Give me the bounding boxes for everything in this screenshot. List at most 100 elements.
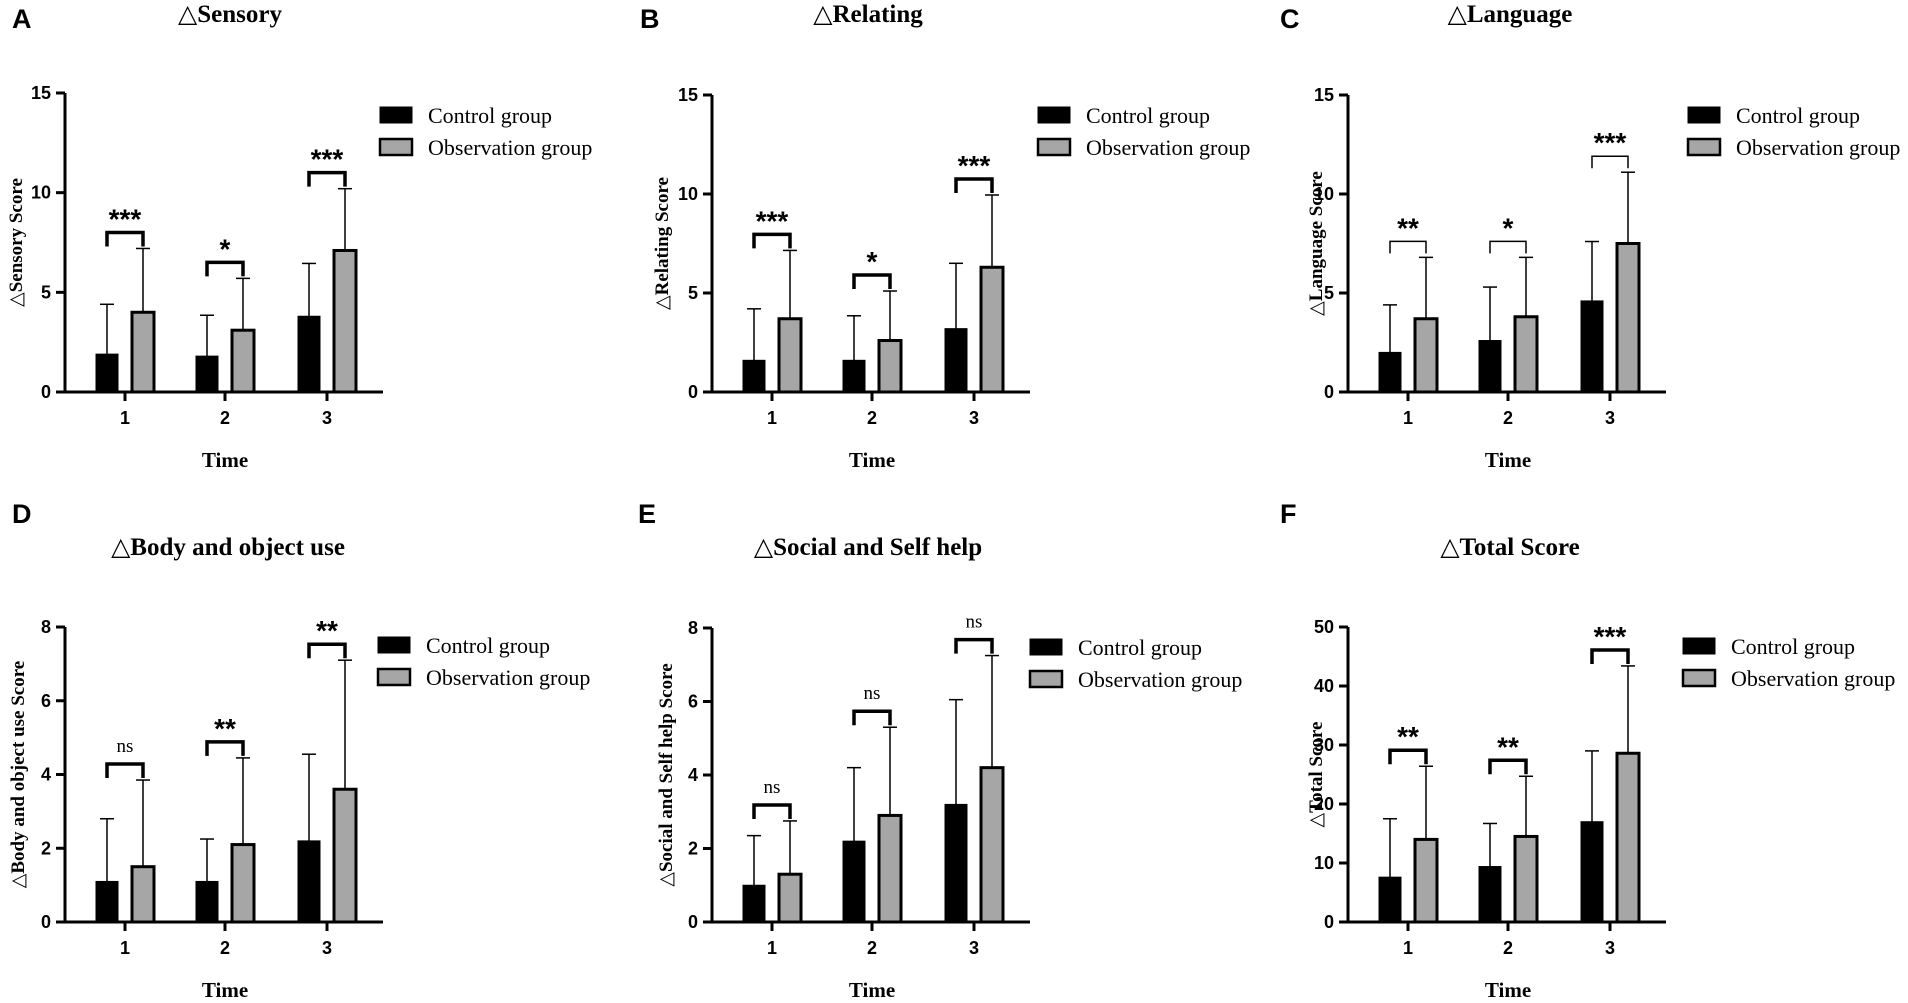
- y-tick-label: 10: [678, 184, 698, 204]
- y-tick-label: 40: [1314, 676, 1334, 696]
- significance-bracket: [105, 230, 145, 247]
- legend-label-observation: Observation group: [428, 135, 592, 160]
- y-tick-label: 0: [41, 912, 51, 932]
- x-axis-label: Time: [202, 978, 248, 1002]
- significance-label: *: [220, 233, 231, 264]
- significance-label: *: [1503, 212, 1514, 243]
- y-axis-label: △Social and Self help Score: [656, 663, 677, 886]
- control-bar-2: [1478, 340, 1502, 393]
- chart-panel-b: B △Relating 0 5 10 15 Time △Relating Score 1 *** 2…: [640, 1, 1250, 472]
- observation-bar-2: [877, 339, 903, 394]
- significance-label: ***: [109, 203, 142, 234]
- chart-title: △Relating: [813, 1, 923, 28]
- significance-bracket: [954, 177, 994, 193]
- significance-bracket: [307, 642, 347, 659]
- y-tick-label: 0: [688, 382, 698, 402]
- legend-label-control: Control group: [1736, 103, 1860, 128]
- legend-label-observation: Observation group: [1086, 135, 1250, 160]
- y-axis-label: △Relating Score: [652, 177, 673, 310]
- significance-label: ***: [1594, 127, 1627, 158]
- x-tick-label: 3: [1605, 408, 1615, 428]
- control-bar-2: [842, 359, 866, 393]
- significance-label: **: [1497, 731, 1519, 762]
- chart-panel-a: A △Sensory 0 5 10 15 Time △Sensory Score 1 *** 2 * 3…: [6, 1, 592, 472]
- y-axis-label: △Body and object use Score: [8, 661, 29, 889]
- y-tick-label: 6: [41, 691, 51, 711]
- legend-label-control: Control group: [428, 103, 552, 128]
- x-axis-label: Time: [1485, 448, 1531, 472]
- significance-label: ***: [311, 144, 344, 175]
- legend-swatch-observation: [378, 137, 414, 157]
- control-bar-3: [297, 315, 321, 393]
- significance-label: ns: [764, 777, 781, 798]
- y-axis-label: △Language Score: [1306, 171, 1327, 316]
- significance-label: **: [1397, 212, 1419, 243]
- legend-label-control: Control group: [1086, 103, 1210, 128]
- panel-letter: C: [1280, 4, 1300, 34]
- x-tick-label: 3: [322, 938, 332, 958]
- y-axis-label: △Sensory Score: [6, 178, 27, 307]
- significance-label: ns: [966, 612, 983, 633]
- significance-bracket: [307, 170, 347, 187]
- panel-letter: F: [1280, 499, 1297, 529]
- observation-bar-3: [1615, 242, 1641, 394]
- x-tick-label: 1: [767, 408, 777, 428]
- control-bar-1: [742, 884, 766, 923]
- observation-bar-1: [130, 865, 156, 924]
- x-axis-label: Time: [849, 978, 895, 1002]
- x-tick-label: 2: [867, 938, 877, 958]
- x-axis-label: Time: [1485, 978, 1531, 1002]
- control-bar-1: [742, 359, 766, 393]
- legend-label-observation: Observation group: [1736, 135, 1900, 160]
- y-axis-label: △Total Score: [1306, 722, 1327, 828]
- y-tick-label: 2: [688, 839, 698, 859]
- legend-label-control: Control group: [1078, 635, 1202, 660]
- significance-bracket: [105, 762, 145, 779]
- y-tick-label: 30: [1314, 735, 1334, 755]
- legend-swatch-control: [1029, 638, 1063, 656]
- legend-swatch-control: [379, 106, 413, 124]
- observation-bar-1: [1413, 317, 1439, 394]
- observation-bar-3: [332, 787, 358, 924]
- x-tick-label: 2: [220, 408, 230, 428]
- y-tick-label: 4: [41, 765, 51, 785]
- y-tick-label: 5: [688, 283, 698, 303]
- y-tick-label: 10: [1314, 853, 1334, 873]
- y-tick-label: 4: [688, 765, 698, 785]
- y-tick-label: 5: [1324, 283, 1334, 303]
- panel-letter: E: [638, 499, 656, 529]
- x-axis-label: Time: [849, 448, 895, 472]
- legend-swatch-observation: [1028, 669, 1064, 689]
- legend-swatch-observation: [1036, 137, 1072, 157]
- observation-bar-3: [332, 248, 358, 394]
- significance-label: ***: [756, 205, 789, 236]
- observation-bar-3: [979, 265, 1005, 394]
- control-bar-3: [1580, 821, 1604, 923]
- significance-bracket: [852, 273, 892, 290]
- x-tick-label: 1: [1403, 938, 1413, 958]
- chart-panel-d: D △Body and object use 0 2 4 6 8 Time △Body and …: [8, 499, 590, 1002]
- significance-label: **: [214, 713, 236, 744]
- control-bar-2: [195, 880, 219, 923]
- y-tick-label: 10: [31, 183, 51, 203]
- control-bar-3: [944, 803, 968, 923]
- significance-bracket: [1590, 648, 1630, 664]
- panel-letter: D: [12, 499, 32, 529]
- legend-swatch-observation: [1686, 137, 1722, 157]
- control-bar-2: [1478, 866, 1502, 923]
- x-tick-label: 3: [969, 938, 979, 958]
- x-tick-label: 2: [1503, 408, 1513, 428]
- x-tick-label: 1: [1403, 408, 1413, 428]
- observation-bar-2: [1513, 834, 1539, 924]
- legend-swatch-control: [377, 636, 411, 654]
- chart-panel-e: E △Social and Self help 0 2 4 6 8 Time △Social a…: [638, 499, 1242, 1002]
- control-bar-3: [1580, 300, 1604, 393]
- observation-bar-3: [1615, 751, 1641, 924]
- significance-bracket: [1488, 758, 1528, 775]
- legend-swatch-observation: [376, 667, 412, 687]
- legend-label-observation: Observation group: [1731, 666, 1895, 691]
- significance-bracket: [752, 232, 792, 249]
- x-tick-label: 3: [969, 408, 979, 428]
- control-bar-1: [95, 880, 119, 923]
